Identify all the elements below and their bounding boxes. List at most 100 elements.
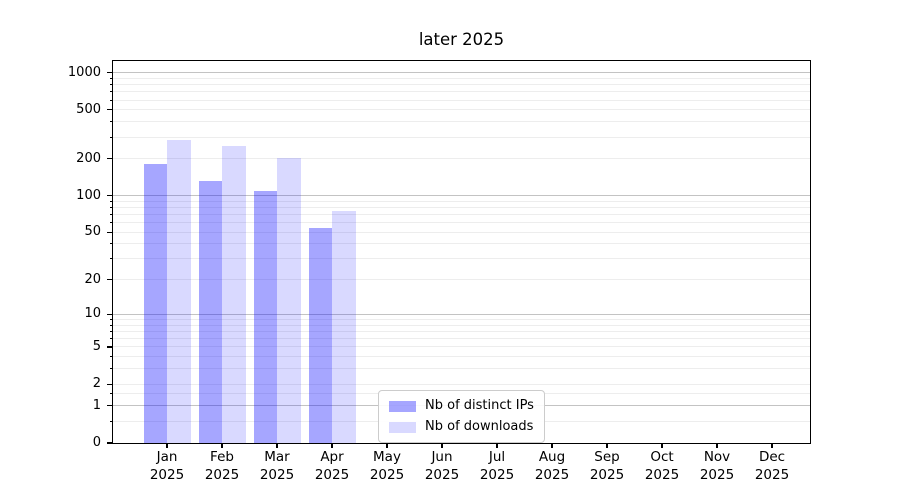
y-tick [107, 383, 113, 385]
x-tick [661, 443, 663, 448]
y-gridline-minor [113, 91, 810, 93]
y-tick [107, 313, 113, 316]
y-tick [107, 158, 113, 160]
bar-distinct-ips [308, 228, 332, 443]
y-minor-tick [110, 206, 113, 208]
x-tick [276, 443, 278, 448]
legend-item-distinct-ips: Nb of distinct IPs [389, 398, 534, 414]
y-minor-tick [110, 243, 113, 245]
chart-title: later 2025 [418, 30, 505, 49]
y-minor-tick [110, 200, 113, 202]
y-tick-label: 1000 [67, 64, 101, 80]
bar-distinct-ips [143, 164, 167, 443]
x-tick-label: Jul 2025 [479, 449, 515, 483]
bar-downloads [167, 139, 191, 443]
legend-label-downloads: Nb of downloads [425, 419, 534, 434]
x-tick [716, 443, 718, 448]
legend-label-distinct-ips: Nb of distinct IPs [425, 398, 534, 413]
x-tick-label: Feb 2025 [204, 449, 240, 483]
x-tick-label: Dec 2025 [754, 449, 790, 483]
x-tick-label: Nov 2025 [699, 449, 735, 483]
y-tick [107, 72, 113, 74]
y-tick-label: 200 [76, 150, 101, 166]
x-tick-label: Aug 2025 [534, 449, 570, 483]
y-gridline-minor [113, 136, 810, 138]
x-tick [551, 443, 553, 448]
y-minor-tick [110, 77, 113, 79]
y-gridline-major [113, 195, 810, 197]
y-gridline-major [113, 313, 810, 315]
y-minor-tick [110, 338, 113, 340]
y-gridline-minor [113, 356, 810, 358]
y-gridline-minor [113, 338, 810, 340]
y-tick-label: 0 [92, 435, 101, 450]
x-tick-label: May 2025 [369, 449, 405, 483]
bar-downloads [277, 158, 301, 443]
y-tick [107, 346, 113, 348]
x-tick [771, 443, 773, 448]
legend-swatch-distinct-ips [389, 400, 416, 412]
y-tick-label: 5 [92, 338, 101, 354]
y-minor-tick [110, 136, 113, 138]
y-gridline-minor [113, 324, 810, 326]
y-minor-tick [110, 121, 113, 123]
y-minor-tick [110, 324, 113, 326]
bar-distinct-ips [253, 190, 277, 443]
y-gridline-minor [113, 319, 810, 321]
bar-downloads [332, 210, 356, 443]
y-minor-tick [110, 222, 113, 224]
y-tick [107, 195, 113, 197]
y-tick [107, 231, 113, 233]
y-tick [107, 279, 113, 281]
y-gridline-minor [113, 243, 810, 245]
y-minor-tick [110, 91, 113, 93]
x-tick-label: Oct 2025 [644, 449, 680, 483]
x-tick-label: Jun 2025 [424, 449, 460, 483]
y-gridline-minor [113, 331, 810, 333]
y-tick-label: 50 [84, 224, 101, 240]
y-gridline-minor [113, 222, 810, 224]
y-tick [107, 405, 113, 407]
x-tick [221, 443, 223, 448]
x-tick [441, 443, 443, 448]
y-gridline-minor [113, 77, 810, 79]
x-tick [166, 443, 168, 448]
y-gridline-major [113, 72, 810, 74]
y-tick-label: 100 [76, 187, 101, 203]
y-tick [107, 442, 113, 444]
y-gridline-minor [113, 279, 810, 281]
y-tick-label: 20 [84, 271, 101, 287]
y-minor-tick [110, 368, 113, 370]
y-minor-tick [110, 331, 113, 333]
y-gridline-minor [113, 109, 810, 111]
bar-distinct-ips [198, 181, 222, 443]
y-gridline-minor [113, 99, 810, 101]
y-minor-tick [110, 393, 113, 395]
y-gridline-minor [113, 231, 810, 233]
y-gridline-minor [113, 121, 810, 123]
y-gridline-minor [113, 84, 810, 86]
y-gridline-minor [113, 383, 810, 385]
x-tick [606, 443, 608, 448]
y-minor-tick [110, 420, 113, 422]
y-gridline-minor [113, 214, 810, 216]
y-gridline-minor [113, 206, 810, 208]
y-gridline-minor [113, 158, 810, 160]
y-gridline-minor [113, 346, 810, 348]
y-minor-tick [110, 258, 113, 260]
x-tick-label: Sep 2025 [589, 449, 625, 483]
y-minor-tick [110, 214, 113, 216]
x-tick-label: Apr 2025 [314, 449, 350, 483]
y-minor-tick [110, 84, 113, 86]
y-tick-label: 10 [84, 306, 101, 322]
bar-downloads [222, 145, 246, 443]
legend-item-downloads: Nb of downloads [389, 419, 534, 435]
y-tick-label: 1 [92, 397, 101, 413]
y-gridline-minor [113, 258, 810, 260]
x-tick-label: Jan 2025 [149, 449, 185, 483]
x-tick [386, 443, 388, 448]
y-gridline-minor [113, 368, 810, 370]
legend: Nb of distinct IPs Nb of downloads [378, 390, 545, 443]
plot-area [112, 60, 811, 444]
